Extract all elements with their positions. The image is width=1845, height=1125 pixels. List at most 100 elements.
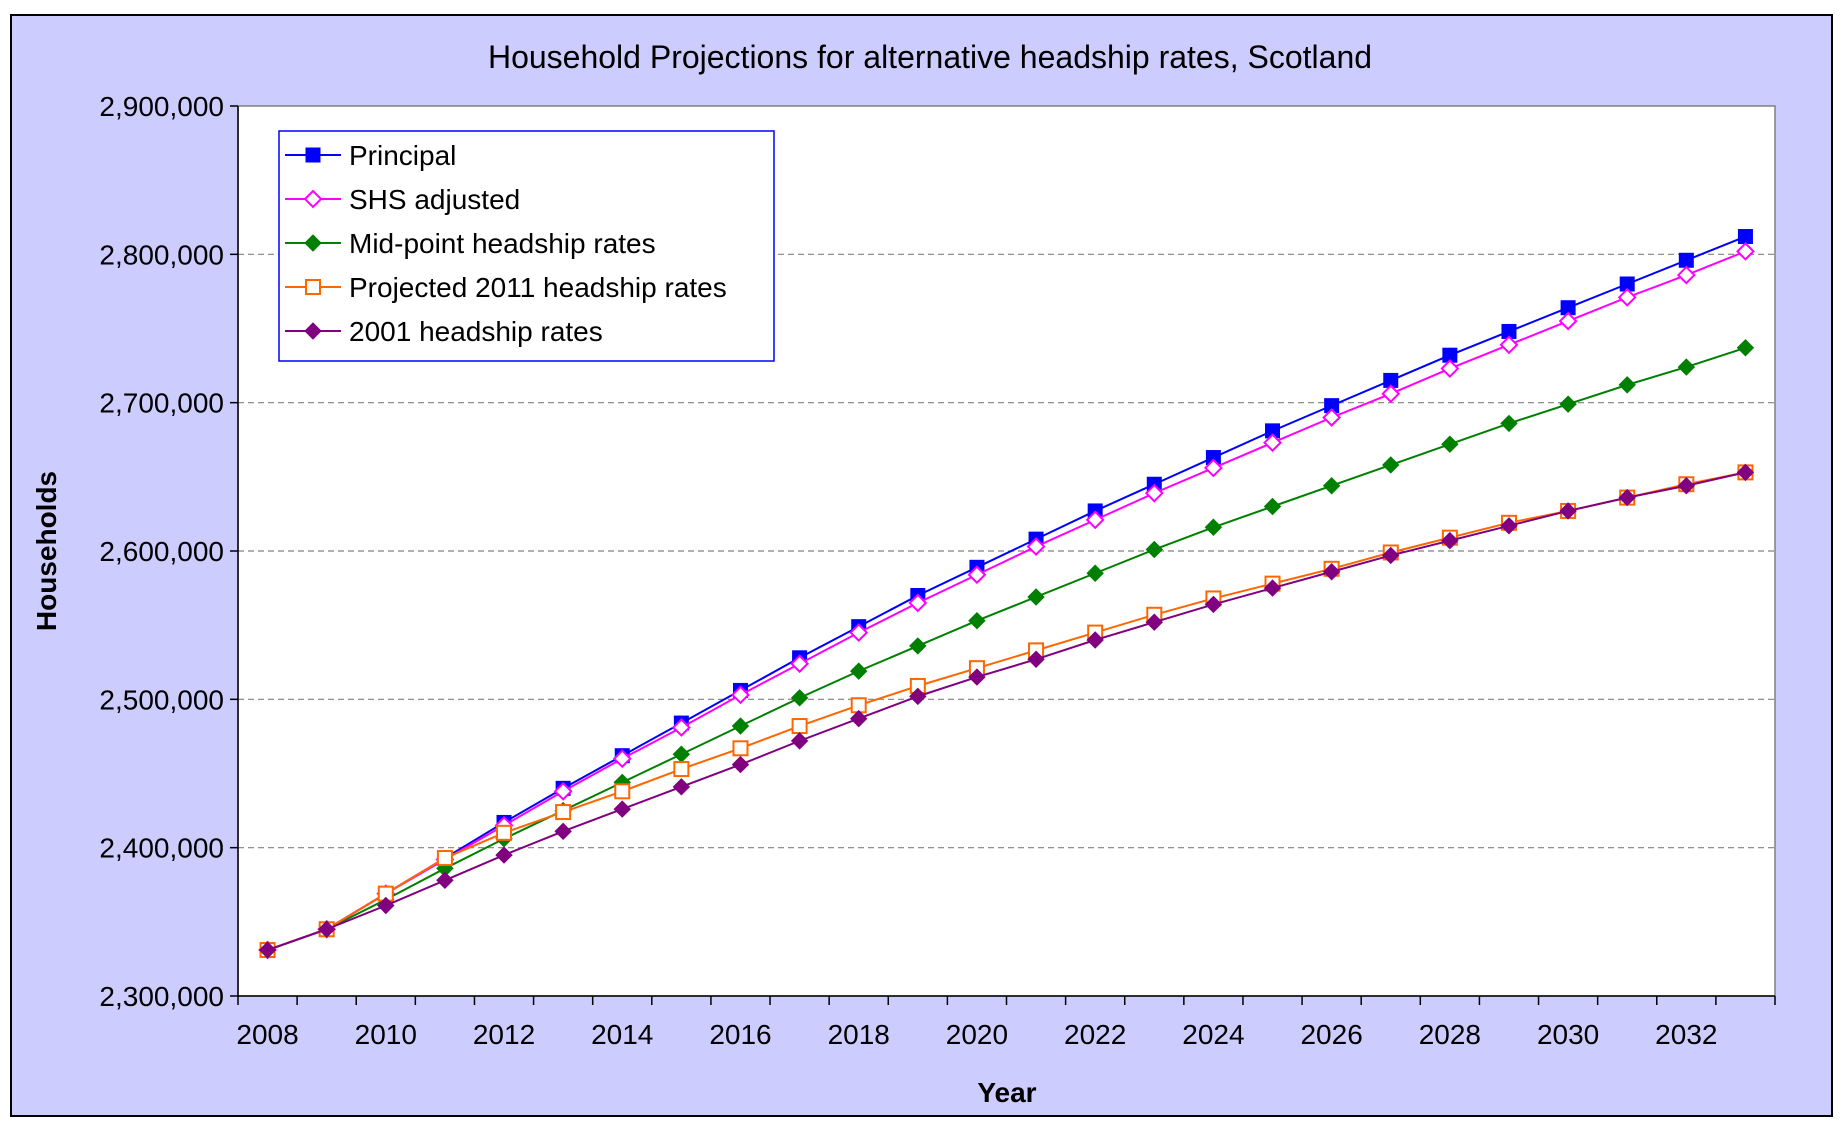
data-point <box>555 804 572 821</box>
data-point <box>1144 483 1164 503</box>
x-tick-label: 2014 <box>591 1019 653 1050</box>
data-point <box>496 824 513 841</box>
data-point <box>1678 252 1694 268</box>
data-point <box>908 593 928 613</box>
data-point <box>436 871 454 890</box>
data-point <box>967 565 987 585</box>
series-5 <box>258 463 1755 959</box>
x-tick-label: 2022 <box>1064 1019 1126 1050</box>
data-point <box>1676 265 1696 285</box>
y-tick-label: 2,600,000 <box>99 536 224 567</box>
data-point <box>1263 579 1282 597</box>
data-point <box>1558 311 1578 331</box>
data-point <box>1500 414 1518 433</box>
data-point <box>790 689 809 707</box>
data-point <box>1677 358 1696 376</box>
data-point <box>1441 435 1459 453</box>
data-point <box>1736 463 1755 482</box>
data-point <box>495 846 513 864</box>
x-tick-label: 2008 <box>236 1019 298 1050</box>
legend-label: Projected 2011 headship rates <box>349 272 727 303</box>
legend-box <box>278 130 775 362</box>
data-point <box>1617 287 1637 307</box>
legend-item: Projected 2011 headship rates <box>285 272 727 303</box>
data-point <box>553 781 573 801</box>
series-3 <box>258 339 1755 959</box>
data-point <box>1382 546 1400 565</box>
data-point <box>1440 359 1460 378</box>
data-point <box>1736 241 1755 261</box>
data-point <box>1736 339 1755 357</box>
x-tick-label: 2020 <box>946 1019 1008 1050</box>
data-point <box>1499 335 1519 355</box>
series-2 <box>258 241 1755 960</box>
y-tick-label: 2,800,000 <box>99 239 224 270</box>
x-tick-label: 2016 <box>709 1019 771 1050</box>
legend-label: 2001 headship rates <box>349 316 603 347</box>
y-tick-label: 2,500,000 <box>99 684 224 715</box>
data-point <box>1027 650 1045 668</box>
data-point <box>790 654 810 674</box>
legend-marker <box>305 279 321 295</box>
y-axis-title: Households <box>31 471 62 631</box>
series-line <box>267 471 1746 951</box>
data-point <box>1322 477 1341 495</box>
legend-item: 2001 headship rates <box>285 316 603 347</box>
data-point <box>1204 595 1223 614</box>
data-point <box>1382 456 1400 474</box>
legend-marker <box>304 322 322 340</box>
data-point <box>258 941 277 959</box>
data-point <box>731 717 750 735</box>
x-tick-label: 2030 <box>1537 1019 1599 1050</box>
series-line <box>267 250 1746 951</box>
legend-marker <box>303 189 323 209</box>
data-point <box>673 761 690 778</box>
axes: 2,300,000 2,400,000 2,500,000 2,600,000 2,70… <box>99 91 1776 1050</box>
data-point <box>317 920 336 938</box>
x-axis-title: Year <box>977 1077 1036 1108</box>
legend-label: Principal <box>349 140 456 171</box>
series-layer <box>258 229 1755 960</box>
data-point <box>850 709 868 728</box>
legend-label: Mid-point headship rates <box>349 228 656 259</box>
data-point <box>1145 540 1163 559</box>
data-point <box>968 612 986 630</box>
data-point <box>731 755 750 774</box>
legend-item: SHS adjusted <box>285 184 520 215</box>
data-point <box>1559 395 1577 413</box>
x-tick-label: 2028 <box>1419 1019 1481 1050</box>
data-point <box>1027 588 1045 606</box>
data-point <box>909 687 927 706</box>
series-line <box>267 471 1746 951</box>
data-point <box>436 850 453 867</box>
series-line <box>267 235 1746 951</box>
data-point <box>1618 376 1636 394</box>
data-point <box>1263 433 1282 453</box>
data-point <box>554 822 572 841</box>
legend-label: SHS adjusted <box>349 184 520 215</box>
data-point <box>849 623 869 642</box>
legend-marker <box>305 147 321 163</box>
data-point <box>1441 531 1459 550</box>
data-point <box>1263 497 1282 516</box>
x-tick-label: 2026 <box>1300 1019 1362 1050</box>
data-point <box>1086 564 1104 582</box>
x-tick-label: 2010 <box>355 1019 417 1050</box>
data-point <box>614 783 631 800</box>
data-point <box>1085 510 1105 530</box>
data-point <box>1677 477 1696 495</box>
data-point <box>1145 613 1163 631</box>
data-point <box>790 732 809 750</box>
data-point <box>1559 502 1577 520</box>
data-point <box>1618 488 1636 507</box>
data-point <box>1204 518 1223 536</box>
data-point <box>968 668 986 686</box>
legend: Principal SHS adjusted Mid-point headship … <box>278 130 775 362</box>
data-point <box>612 749 632 769</box>
data-point <box>791 718 808 735</box>
data-point <box>1500 517 1518 535</box>
data-point <box>1737 229 1753 245</box>
data-point <box>672 778 691 796</box>
data-point <box>613 800 631 818</box>
